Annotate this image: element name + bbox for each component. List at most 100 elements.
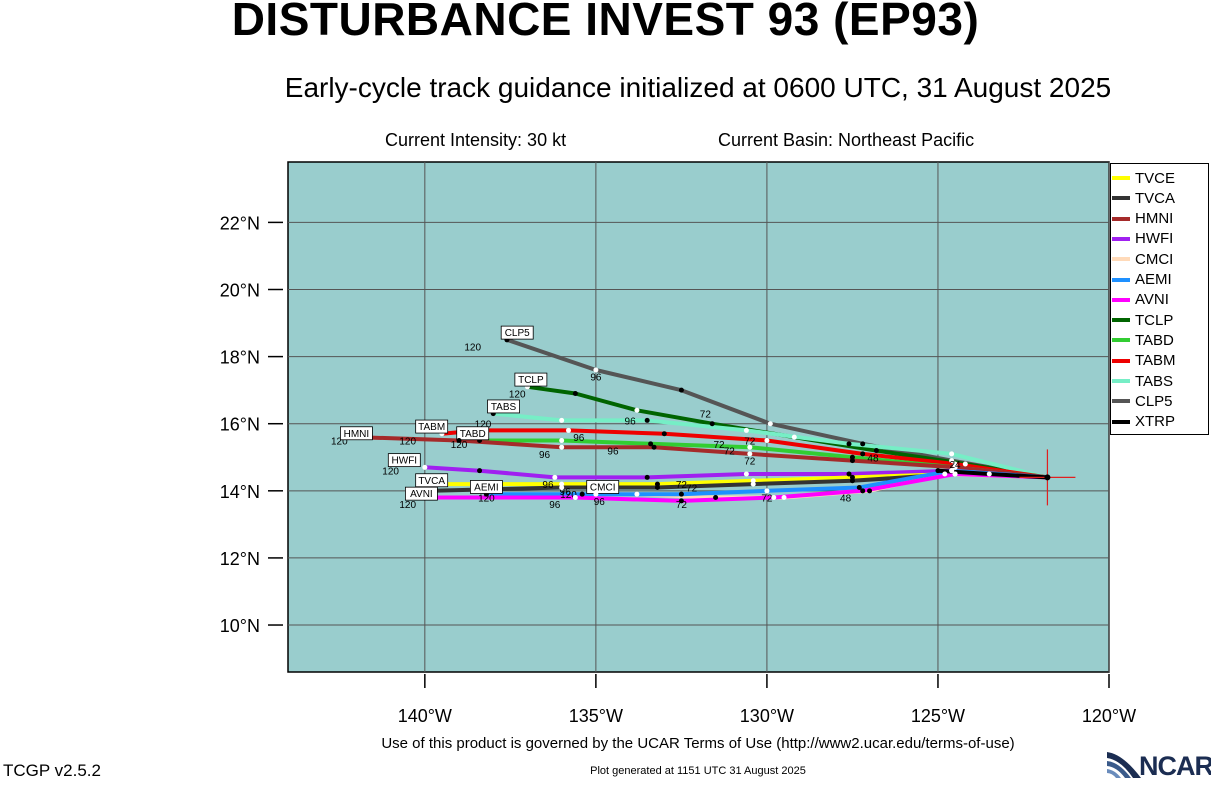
track-tabm (439, 428, 1050, 480)
track-point (860, 488, 866, 494)
legend-item-tvce: TVCE (1111, 169, 1175, 187)
legend-label: TABD (1135, 331, 1174, 349)
track-end-label: AVNI (410, 489, 433, 500)
track-point (952, 471, 958, 477)
track-point (648, 441, 654, 447)
current-basin: Current Basin: Northeast Pacific (718, 130, 975, 150)
legend-label: HMNI (1135, 210, 1174, 228)
track-point (856, 484, 862, 490)
forecast-hour-label: 120 (451, 440, 468, 451)
track-point (949, 468, 955, 474)
legend-swatch (1112, 236, 1130, 241)
legend-item-xtrp: XTRP (1111, 413, 1175, 431)
track-point (949, 451, 955, 457)
track-end-label-box (415, 419, 449, 434)
track-point (952, 464, 958, 470)
forecast-hour-label: 120 (560, 490, 577, 501)
track-point (644, 417, 650, 423)
track-point (849, 478, 855, 484)
legend-swatch (1112, 399, 1130, 404)
forecast-hour-label: 96 (594, 497, 606, 508)
forecast-hour-label: 72 (676, 500, 688, 511)
forecast-hour-label: 72 (744, 457, 756, 468)
track-point (764, 488, 770, 494)
legend-label: AVNI (1135, 291, 1169, 309)
legend-item-tabd: TABD (1111, 331, 1174, 349)
forecast-hour-label: 72 (700, 410, 712, 421)
legend-label: HWFI (1135, 230, 1174, 248)
plot-generated: Plot generated at 1151 UTC 31 August 202… (590, 765, 806, 777)
track-point (873, 448, 879, 454)
lon-tick-label: 135°W (569, 706, 623, 726)
forecast-hour-label: 96 (607, 447, 619, 458)
track-point (781, 495, 787, 501)
track-point (654, 484, 660, 490)
track-point (559, 417, 565, 423)
track-end-label: HMNI (344, 429, 370, 440)
forecast-hour-label: 120 (464, 343, 481, 354)
legend-item-tvca: TVCA (1111, 189, 1175, 207)
legend-item-avni: AVNI (1111, 291, 1169, 309)
legend-label: TCLP (1135, 311, 1174, 329)
legend-swatch (1112, 338, 1130, 343)
terms-of-use: Use of this product is governed by the U… (381, 735, 1015, 752)
track-hmni (354, 435, 1050, 480)
track-point (764, 437, 770, 443)
legend-swatch (1112, 277, 1130, 282)
version-label: TCGP v2.5.2 (3, 761, 101, 780)
legend-label: CLP5 (1135, 392, 1173, 410)
track-point (867, 488, 873, 494)
track-point (477, 468, 483, 474)
legend-label: AEMI (1135, 271, 1172, 288)
forecast-hour-label: 120 (475, 420, 492, 431)
track-point (846, 471, 852, 477)
legend-swatch (1112, 257, 1130, 262)
track-end-label-box (586, 480, 620, 494)
track-point (767, 421, 773, 427)
forecast-hour-label: 72 (686, 483, 698, 494)
track-hwfi (422, 465, 1050, 480)
forecast-hour-label: 24 (950, 460, 962, 471)
track-end-label-box (405, 486, 438, 501)
track-end-label: TVCA (418, 476, 445, 487)
track-end-label: CLP5 (505, 328, 530, 339)
legend-item-tclp: TCLP (1111, 311, 1173, 329)
lon-tick-label: 130°W (740, 706, 794, 726)
legend-item-cmci: CMCI (1111, 250, 1173, 268)
forecast-hour-label: 72 (724, 447, 736, 458)
initial-position-marker (1019, 449, 1076, 506)
track-point (771, 495, 777, 501)
axis-ticks: 22°N 20°N 18°N 16°N 14°N 12°N 10°N 140°W 135°W 13… (220, 213, 1136, 726)
track-point (559, 437, 565, 443)
forecast-hour-label: 96 (560, 487, 572, 498)
track-point (860, 441, 866, 447)
track-end-label: CMCI (590, 482, 616, 493)
track-point (750, 481, 756, 487)
track-point (593, 367, 599, 373)
track-point (942, 471, 948, 477)
track-point (572, 495, 578, 501)
legend-swatch (1112, 419, 1130, 424)
track-end-label: TABD (460, 429, 486, 440)
track-point (678, 387, 684, 393)
legend-item-aemi: AEMI (1111, 271, 1172, 289)
forecast-hour-label: 120 (382, 467, 399, 478)
legend-label: TABS (1135, 372, 1174, 390)
track-end-label-box (456, 426, 490, 441)
track-point (634, 491, 640, 497)
legend-label: XTRP (1135, 413, 1176, 431)
track-end-label: AEMI (474, 482, 498, 493)
lat-tick-label: 10°N (220, 616, 260, 636)
track-end-label-box (487, 399, 520, 414)
track-point (949, 458, 955, 464)
lat-tick-label: 20°N (220, 281, 260, 301)
legend-swatch (1112, 358, 1130, 363)
track-point (860, 451, 866, 457)
track-point (572, 391, 578, 397)
track-point (747, 451, 753, 457)
forecast-hour-label: 96 (542, 480, 554, 491)
forecast-hour-label: 120 (399, 436, 416, 447)
track-point (634, 407, 640, 413)
track-end-label-box (500, 325, 534, 340)
